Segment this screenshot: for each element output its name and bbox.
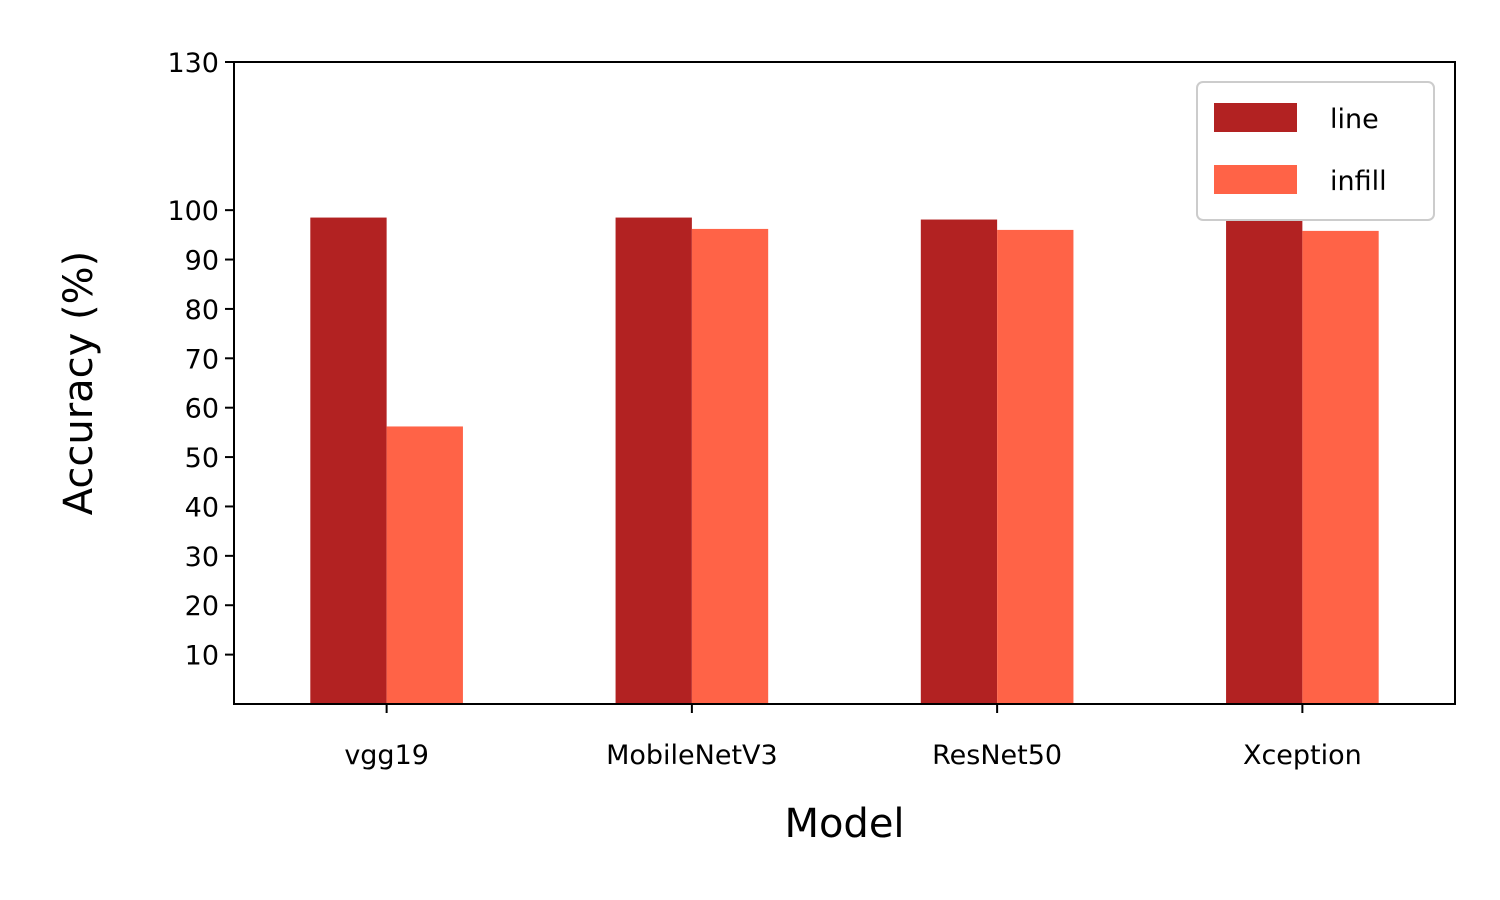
bar-infill-MobileNetV3: [691, 228, 769, 705]
legend-label-line: line: [1330, 104, 1379, 135]
y-tick-label: 90: [185, 246, 219, 277]
legend-frame: [1196, 81, 1435, 221]
bar-line-vgg19: [310, 217, 387, 705]
y-tick-label: 80: [185, 295, 219, 326]
bar-line-MobileNetV3: [615, 217, 692, 705]
y-tick-label: 40: [185, 492, 219, 523]
y-tick-label: 130: [167, 48, 219, 79]
bars-layer: [310, 217, 1379, 705]
x-tick-label: ResNet50: [932, 740, 1062, 771]
bar-infill-Xception: [1302, 230, 1379, 704]
legend-swatch-infill: [1214, 165, 1297, 194]
bar-infill-vgg19: [386, 426, 463, 704]
plot-frame: [233, 61, 1456, 705]
x-tick-label: Xception: [1243, 740, 1362, 771]
bar-line-Xception: [1226, 220, 1303, 704]
y-tick-label: 70: [185, 344, 219, 375]
x-tick-label: vgg19: [344, 740, 429, 771]
y-tick-label: 30: [185, 542, 219, 573]
legend-swatch-line: [1214, 103, 1297, 132]
y-tick-label: 100: [167, 196, 219, 227]
legend-label-infill: infill: [1330, 166, 1387, 197]
bar-line-ResNet50: [920, 219, 998, 704]
legend: line infill: [1196, 81, 1435, 221]
y-axis-title: Accuracy (%): [56, 251, 102, 516]
y-tick-label: 50: [185, 443, 219, 474]
y-tick-label: 20: [185, 591, 219, 622]
bar-infill-ResNet50: [997, 229, 1074, 704]
y-axis: 10 20 30 40 50 60 70 80 90 100 130: [167, 48, 234, 672]
x-axis: vgg19 MobileNetV3 ResNet50 Xception: [344, 704, 1362, 771]
x-tick-label: MobileNetV3: [606, 740, 778, 771]
y-tick-label: 60: [185, 394, 219, 425]
y-tick-label: 10: [185, 641, 219, 672]
x-axis-title: Model: [784, 801, 904, 847]
